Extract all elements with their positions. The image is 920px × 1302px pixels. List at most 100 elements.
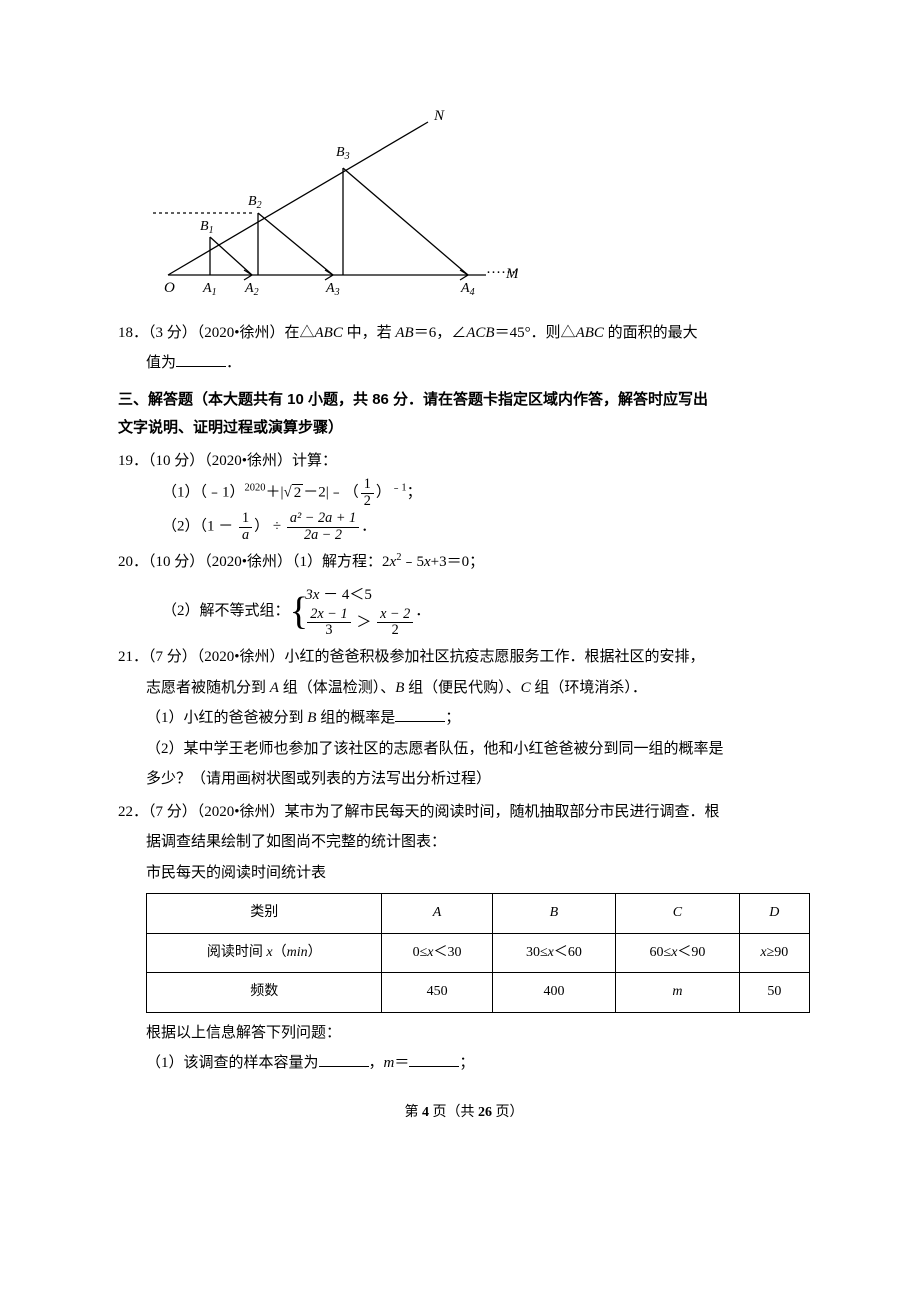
sect3-line1: 三、解答题（本大题共有 10 小题，共 86 分．请在答题卡指定区域内作答，解答… (118, 391, 708, 408)
q19-head: 19．（10 分）（2020•徐州）计算： (118, 453, 337, 469)
question-20: 20．（10 分）（2020•徐州）（1）解方程：2x2﹣5x+3＝0； （2）… (118, 548, 810, 639)
q18-period: ． (226, 355, 241, 371)
q22-l4b: ， (369, 1055, 384, 1071)
q21-blank (395, 707, 445, 722)
q18-ab: AB (395, 325, 413, 341)
label-A1: A1 (202, 281, 217, 298)
q22-l1: 22．（7 分）（2020•徐州）某市为了解市民每天的阅读时间，随机抽取部分市民… (118, 804, 720, 820)
q22-m: m (384, 1055, 395, 1071)
table-row-header: 类别 A B C D (147, 894, 810, 934)
cell-label-freq: 频数 (147, 973, 382, 1013)
q21-l3a: （1）小红的爸爸被分到 (146, 710, 307, 726)
q22-caption: 市民每天的阅读时间统计表 (146, 865, 326, 881)
q21-l5: 多少？（请用画树状图或列表的方法写出分析过程） (146, 771, 491, 787)
footer-page: 4 (422, 1105, 429, 1120)
label-B2: B2 (248, 194, 262, 211)
q20-b: ﹣5 (401, 554, 424, 570)
th-2: B (492, 894, 616, 934)
q19-p2-b: ） ÷ (254, 519, 285, 535)
geometry-diagram: O A1 A2 A3 A4 B1 B2 B3 N M ······ (148, 100, 810, 311)
q18-blank (176, 352, 226, 367)
cell-r1: 0≤x＜30 (382, 933, 492, 973)
q18-text-1: 18．（3 分）（2020•徐州）在△ (118, 325, 315, 341)
q20-part2: （2）解不等式组：{ 3x － 4＜5 2x − 13 ＞ x − 22 ． (162, 584, 810, 639)
q21-l4: （2）某中学王老师也参加了该社区的志愿者队伍，他和小红爸爸被分到同一组的概率是 (146, 741, 724, 757)
q19-p1-d: ） (376, 485, 391, 501)
q21-B: B (395, 680, 404, 696)
inequality-system: 3x － 4＜5 2x − 13 ＞ x − 22 (305, 584, 415, 639)
q20-p2-tail: ． (415, 603, 430, 619)
table-row-freq: 频数 450 400 m 50 (147, 973, 810, 1013)
th-0: 类别 (147, 894, 382, 934)
footer-a: 第 (405, 1105, 423, 1120)
cell-r2: 30≤x＜60 (492, 933, 616, 973)
cell-r3: 60≤x＜90 (616, 933, 740, 973)
q19-part2: （2）（1 － 1a） ÷ a² − 2a + 12a − 2． (162, 511, 810, 543)
q19-frac-1a: 1a (239, 511, 252, 543)
q19-p1-a: （1）（﹣1） (162, 485, 245, 501)
page-footer: 第 4 页（共 26 页） (118, 1100, 810, 1127)
q20-c: +3＝0； (431, 554, 484, 570)
q19-p1-exp2: ﹣1 (391, 483, 407, 494)
q21-l2a: 志愿者被随机分到 (146, 680, 270, 696)
q19-frac-half: 12 (361, 477, 374, 509)
q19-p2-c: ． (361, 519, 376, 535)
dots-M: ······ (486, 265, 516, 281)
q20-a: 20．（10 分）（2020•徐州）（1）解方程：2 (118, 554, 390, 570)
cell-f2: 400 (492, 973, 616, 1013)
q20-x2: x (424, 554, 431, 570)
question-21: 21．（7 分）（2020•徐州）小红的爸爸积极参加社区抗疫志愿服务工作．根据社… (118, 643, 810, 794)
q19-sqrt2: 2 (292, 484, 304, 501)
q21-A: A (270, 680, 279, 696)
footer-c: 页） (492, 1105, 524, 1120)
q21-l2b: 组（体温检测）、 (279, 680, 395, 696)
q18-abc: ABC (315, 325, 343, 341)
sys-row2: 2x − 13 ＞ x − 22 (305, 607, 415, 639)
label-N: N (433, 108, 445, 124)
q19-p1-exp: 2020 (245, 483, 266, 494)
q19-part1: （1）（﹣1）2020＋|√2－2|﹣（12）﹣1； (162, 477, 810, 509)
label-A3: A3 (325, 281, 340, 298)
q18-text-3: ＝6，∠ (414, 325, 467, 341)
q21-l2c: 组（便民代购）、 (404, 680, 520, 696)
q22-l2: 据调查结果绘制了如图尚不完整的统计图表： (146, 834, 446, 850)
q22-l4c: ＝ (394, 1055, 409, 1071)
q21-l1: 21．（7 分）（2020•徐州）小红的爸爸积极参加社区抗疫志愿服务工作．根据社… (118, 649, 705, 665)
th-4: D (739, 894, 809, 934)
q18-text-4: ＝45°．则△ (495, 325, 576, 341)
cell-f4: 50 (739, 973, 809, 1013)
cell-f1: 450 (382, 973, 492, 1013)
label-B1: B1 (200, 219, 214, 236)
sqrt-sign: √ (284, 485, 292, 501)
sys-row1: 3x － 4＜5 (305, 584, 415, 607)
cell-label-range: 阅读时间 x（min） (147, 933, 382, 973)
question-18: 18．（3 分）（2020•徐州）在△ABC 中，若 AB＝6，∠ACB＝45°… (118, 319, 810, 378)
q18-text-5: 的面积的最大 (604, 325, 698, 341)
footer-b: 页（共 (429, 1105, 478, 1120)
q19-frac-big: a² − 2a + 12a − 2 (287, 511, 359, 543)
q18-abc2: ABC (576, 325, 604, 341)
cell-f3: m (616, 973, 740, 1013)
section-3-heading: 三、解答题（本大题共有 10 小题，共 86 分．请在答题卡指定区域内作答，解答… (118, 386, 810, 443)
th-1: A (382, 894, 492, 934)
q19-p1-c: －2|﹣（ (303, 485, 359, 501)
q21-l3c: ； (445, 710, 460, 726)
question-19: 19．（10 分）（2020•徐州）计算： （1）（﹣1）2020＋|√2－2|… (118, 447, 810, 544)
q22-blank1 (319, 1052, 369, 1067)
th-3: C (616, 894, 740, 934)
table-row-range: 阅读时间 x（min） 0≤x＜30 30≤x＜60 60≤x＜90 x≥90 (147, 933, 810, 973)
q18-text-2: 中，若 (343, 325, 396, 341)
q21-l3b: 组的概率是 (316, 710, 395, 726)
label-O: O (164, 280, 175, 296)
label-A2: A2 (244, 281, 259, 298)
label-A4: A4 (460, 281, 475, 298)
q21-C: C (521, 680, 531, 696)
sect3-line2: 文字说明、证明过程或演算步骤） (118, 419, 343, 436)
question-22: 22．（7 分）（2020•徐州）某市为了解市民每天的阅读时间，随机抽取部分市民… (118, 798, 810, 1078)
footer-total: 26 (478, 1105, 492, 1120)
cell-r4: x≥90 (739, 933, 809, 973)
q22-l4d: ； (459, 1055, 474, 1071)
q22-l3: 根据以上信息解答下列问题： (146, 1025, 341, 1041)
label-B3: B3 (336, 145, 350, 162)
q20-p2-label: （2）解不等式组： (162, 603, 290, 619)
